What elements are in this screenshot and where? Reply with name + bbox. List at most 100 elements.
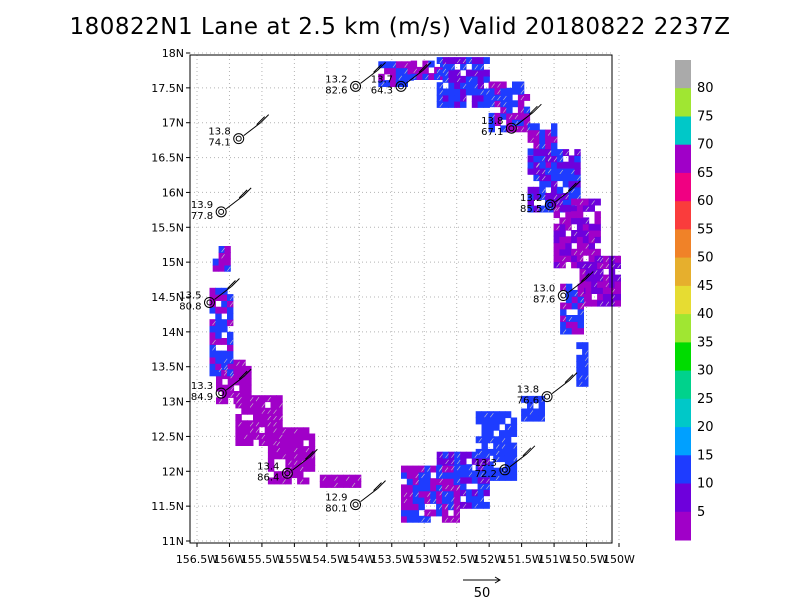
wind-cell	[571, 321, 579, 329]
wind-cell	[227, 306, 234, 314]
wind-arrow	[294, 454, 298, 459]
wind-arrow	[468, 77, 473, 83]
wind-cell	[319, 481, 327, 488]
wind-cell	[553, 223, 560, 231]
wind-arrow	[218, 399, 223, 404]
wind-arrow	[507, 425, 512, 430]
wind-cell	[215, 331, 222, 339]
wind-arrow	[255, 422, 260, 427]
wind-arrow	[282, 479, 286, 484]
wind-arrow	[478, 463, 482, 468]
wind-cell	[209, 350, 216, 358]
station-value-top: 13.0	[533, 284, 555, 295]
wind-cell	[215, 319, 222, 327]
wind-cell	[582, 361, 589, 368]
wind-cell	[481, 411, 488, 419]
wind-cell	[585, 287, 592, 294]
wind-cell	[428, 73, 435, 80]
wind-arrow	[450, 486, 454, 491]
y-tick-label: 14N	[162, 326, 184, 339]
wind-arrow	[438, 467, 443, 472]
wind-barb	[568, 279, 586, 293]
wind-cell	[448, 457, 455, 465]
wind-cell	[506, 94, 513, 101]
wind-cell	[533, 174, 540, 182]
wind-arrow	[451, 497, 455, 502]
wind-arrow	[273, 415, 277, 421]
wind-cell	[279, 446, 286, 453]
wind-cell	[551, 155, 558, 163]
wind-barb-flag	[533, 103, 542, 113]
wind-cell	[233, 359, 240, 367]
wind-cell	[279, 477, 286, 485]
wind-arrow	[495, 450, 500, 456]
wind-cell	[401, 509, 408, 517]
wind-cell	[422, 73, 429, 80]
wind-cell	[422, 66, 429, 74]
wind-cell	[545, 193, 552, 200]
wind-cell	[499, 430, 506, 437]
wind-arrow	[249, 428, 254, 433]
wind-cell	[553, 261, 560, 269]
wind-cell	[477, 476, 484, 484]
wind-cell	[477, 489, 484, 497]
wind-cell	[545, 174, 552, 182]
wind-arrow	[530, 137, 534, 143]
wind-arrow	[520, 127, 525, 132]
wind-cell	[258, 432, 266, 440]
wind-cell	[577, 327, 584, 335]
wind-cell	[559, 204, 566, 212]
wind-cell	[454, 82, 461, 90]
wind-cell	[291, 452, 298, 460]
wind-cell	[493, 474, 500, 481]
wind-cell	[499, 442, 506, 450]
wind-cell	[527, 129, 534, 137]
wind-arrow	[480, 497, 484, 502]
wind-arrow	[229, 358, 234, 364]
wind-cell	[384, 61, 391, 69]
wind-arrow	[556, 263, 560, 268]
wind-arrow	[438, 505, 443, 510]
station-ring	[557, 290, 569, 302]
wind-cell	[264, 414, 272, 421]
wind-cell	[424, 465, 431, 473]
wind-arrow	[497, 83, 501, 88]
wind-cell	[477, 63, 484, 71]
wind-arrow	[427, 517, 431, 522]
wind-cell	[591, 262, 598, 269]
wind-cell	[560, 315, 567, 322]
station-value-bottom: 76.6	[517, 396, 539, 407]
colorbar-label: 35	[697, 335, 714, 350]
wind-arrow	[456, 58, 461, 64]
wind-cell	[216, 397, 223, 405]
wind-cell	[224, 258, 231, 266]
wind-cell	[291, 433, 298, 441]
y-tick-label: 12N	[162, 465, 184, 478]
station-ring	[395, 80, 407, 92]
wind-arrow	[565, 194, 569, 200]
colorbar-label: 5	[697, 505, 705, 520]
wind-cell	[551, 123, 558, 131]
wind-cell	[527, 199, 534, 207]
wind-cell	[539, 149, 546, 156]
wind-cell	[406, 515, 414, 523]
wind-arrow	[436, 74, 441, 80]
wind-arrow	[474, 491, 479, 496]
wind-cell	[285, 477, 292, 485]
x-tick-label: 150.5W	[565, 553, 607, 566]
wind-cell	[276, 414, 283, 421]
wind-cell	[418, 484, 425, 492]
wind-barb-flag	[571, 180, 581, 190]
wind-cell	[285, 471, 292, 479]
wind-arrow	[480, 466, 484, 471]
colorbar-swatch	[675, 229, 691, 259]
wind-cell	[565, 315, 573, 322]
wind-arrow	[221, 247, 225, 253]
wind-cell	[551, 174, 558, 182]
wind-cell	[448, 57, 455, 64]
wind-cell	[447, 515, 455, 523]
wind-cell	[493, 442, 500, 450]
plot-frame	[189, 54, 613, 544]
wind-barb-flag	[309, 448, 318, 458]
wind-cell	[614, 280, 621, 288]
